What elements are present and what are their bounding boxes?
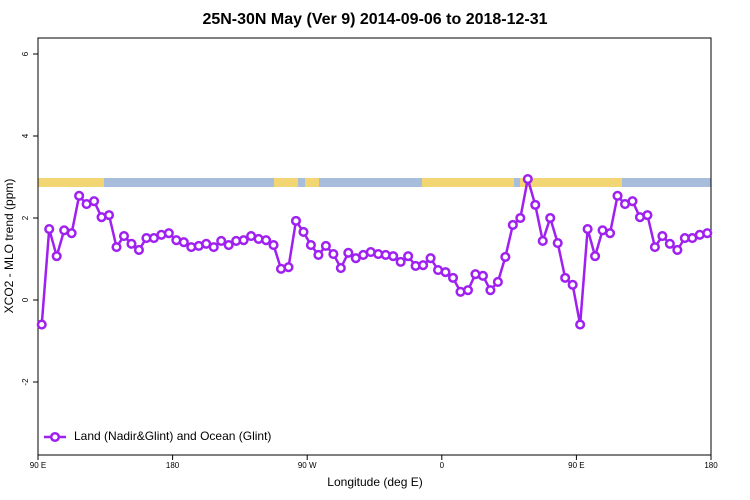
data-point (612, 190, 623, 201)
data-point (642, 210, 653, 221)
data-point (395, 256, 406, 267)
data-point (440, 267, 451, 278)
data-point (545, 212, 556, 224)
data-point (283, 262, 294, 273)
data-point (133, 244, 144, 256)
data-point (268, 240, 279, 251)
data-point (582, 224, 593, 235)
data-point (477, 270, 488, 281)
data-point (328, 249, 339, 260)
chart-title: 25N-30N May (Ver 9) 2014-09-06 to 2018-1… (202, 11, 547, 28)
legend-marker (49, 431, 61, 443)
data-point (126, 238, 137, 249)
data-point (537, 235, 548, 247)
data-point (522, 174, 533, 185)
y-tick-label: 0 (21, 297, 30, 302)
data-point (552, 237, 563, 249)
legend-label: Land (Nadir&Glint) and Ocean (Glint) (74, 429, 271, 443)
data-point (664, 238, 675, 249)
data-point (657, 230, 668, 242)
data-point (627, 196, 638, 207)
data-point (560, 272, 571, 283)
data-point (298, 226, 309, 237)
data-point (447, 272, 459, 283)
data-point (418, 260, 429, 271)
x-tick-label: 180 (704, 461, 718, 470)
y-tick-label: 2 (21, 215, 30, 220)
data-point (343, 247, 354, 258)
data-point (261, 235, 272, 246)
data-point (403, 251, 414, 262)
x-tick-label: 90 W (298, 461, 317, 470)
data-point (89, 196, 100, 207)
data-point (575, 319, 586, 330)
data-point (163, 228, 174, 239)
data-point (672, 244, 683, 256)
data-point (178, 237, 189, 248)
data-point (492, 276, 503, 288)
data-point (335, 262, 346, 274)
data-point (208, 242, 219, 253)
data-point (605, 228, 616, 239)
y-tick-label: 4 (21, 133, 30, 138)
data-point (388, 251, 399, 262)
data-point (462, 285, 474, 296)
data-point (313, 249, 324, 260)
data-point (111, 242, 122, 253)
data-point (238, 235, 249, 246)
data-point (485, 285, 496, 296)
data-point (590, 251, 601, 262)
data-point (305, 240, 316, 251)
y-tick-label: 6 (21, 51, 30, 56)
data-point (66, 228, 77, 239)
data-point (515, 212, 526, 224)
surface-band (38, 178, 711, 187)
y-tick-label: -2 (21, 378, 30, 386)
x-axis-label: Longitude (deg E) (327, 475, 422, 489)
data-point (320, 240, 331, 251)
data-point (223, 240, 234, 251)
x-tick-label: 90 E (568, 461, 584, 470)
x-tick-label: 90 E (30, 461, 46, 470)
data-point (118, 230, 130, 242)
data-point (36, 319, 47, 330)
data-point (74, 190, 85, 201)
data-point (507, 219, 518, 231)
data-point (216, 235, 227, 247)
data-point (44, 224, 55, 235)
x-tick-label: 0 (440, 461, 445, 470)
data-point (103, 210, 115, 221)
y-axis-label: XCO2 - MLO trend (ppm) (2, 179, 16, 314)
data-point (51, 251, 62, 262)
data-point (425, 253, 436, 264)
data-point (567, 279, 578, 290)
data-point (500, 251, 511, 263)
data-point (649, 242, 660, 253)
data-point (530, 199, 541, 210)
data-point (290, 215, 302, 226)
data-point (702, 228, 713, 239)
x-tick-label: 180 (166, 461, 180, 470)
plot-frame (37, 37, 712, 456)
